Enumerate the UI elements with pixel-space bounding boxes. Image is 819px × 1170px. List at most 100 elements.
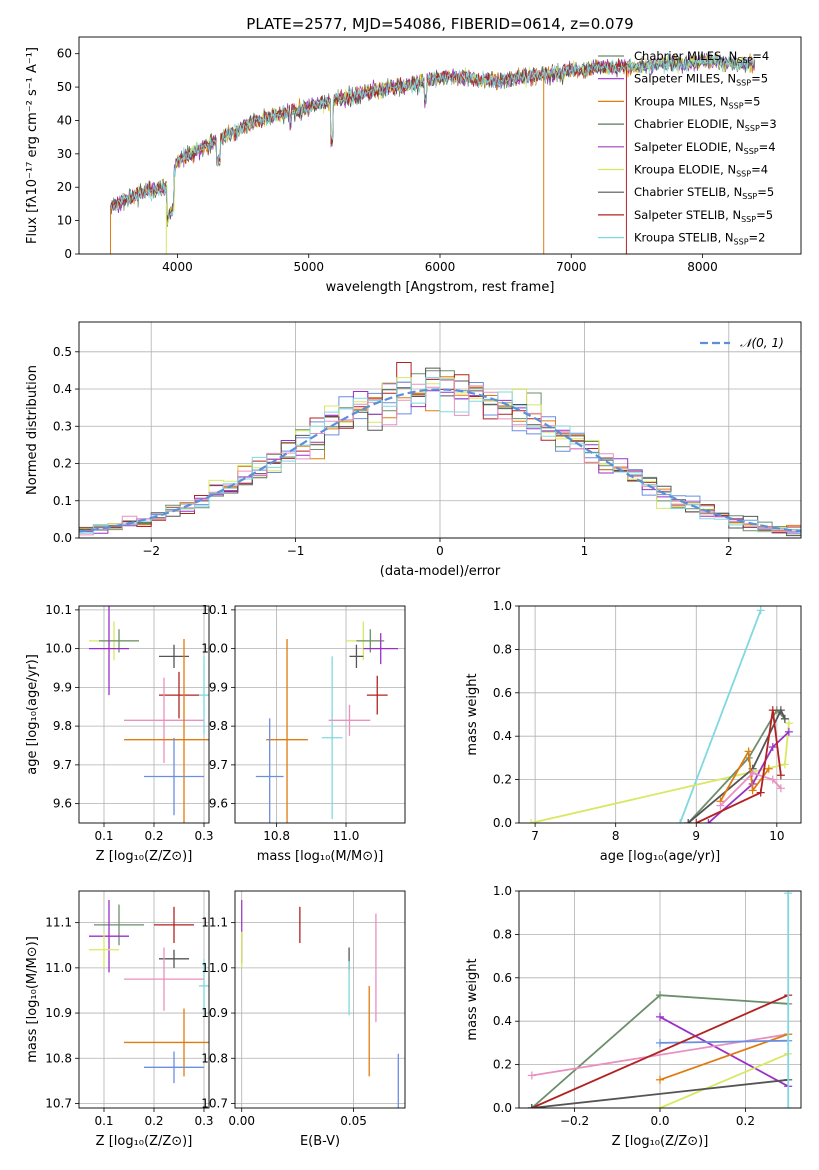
y-tick-label: 0.0 [53, 531, 72, 545]
legend-entry: Chabrier STELIB, NSSP=5 [598, 185, 774, 201]
error-bar-point [124, 947, 204, 1011]
error-bar-point [159, 671, 199, 719]
error-bar-point [199, 958, 209, 1014]
legend-label: Chabrier STELIB, NSSP=5 [634, 185, 774, 201]
y-tick-label: 0.2 [53, 457, 72, 471]
x-tick-label: 0.1 [94, 829, 113, 843]
x-tick-label: 0.3 [194, 1114, 213, 1128]
x-tick-label: 0.2 [144, 829, 163, 843]
legend-label: Kroupa STELIB, NSSP=2 [634, 231, 765, 247]
error-bar-point [144, 1051, 204, 1084]
mass-weight-marker [776, 706, 785, 715]
error-bar-point [144, 737, 204, 816]
error-bar-point [349, 644, 364, 668]
mass-weight-marker [656, 991, 664, 1000]
x-tick-label: 9 [692, 829, 700, 843]
y-tick-label: 50 [57, 80, 72, 94]
y-tick-label: 9.9 [53, 680, 72, 694]
y-tick-label: 0 [64, 247, 72, 261]
axes-frame [518, 605, 802, 824]
mass-weight-marker [676, 819, 685, 823]
x-axis-label: age [log₁₀(age/yr)] [600, 849, 721, 864]
mass-weight-marker [756, 788, 765, 797]
x-tick-label: 0.00 [228, 1114, 255, 1128]
legend-label: Kroupa ELODIE, NSSP=4 [634, 163, 768, 179]
x-axis-label: wavelength [Angstrom, rest frame] [326, 280, 555, 295]
x-axis-label: E(B-V) [300, 1134, 340, 1149]
x-tick-label: 8 [612, 829, 620, 843]
mass-weight-marker [744, 747, 753, 756]
mass-weight-marker [784, 891, 793, 898]
y-tick-label: 11.0 [45, 961, 72, 975]
panel-3: 10.8 11.0 9.6 9.7 9.8 9.9 10.0 10.1 mass [log₁₀(… [201, 603, 406, 864]
mass-weight-line [707, 731, 790, 823]
axes-frame [78, 321, 802, 539]
y-tick-label: 0.4 [493, 729, 512, 743]
x-axis-label: Z [log₁₀(Z/Z⊙)] [96, 849, 193, 864]
mass-weight-line [695, 710, 782, 823]
y-tick-label: 0.0 [493, 816, 512, 830]
axes-frame [78, 36, 802, 255]
y-tick-label: 40 [57, 113, 72, 127]
mass-weight-marker [784, 1104, 793, 1108]
y-tick-label: 0.2 [493, 1058, 512, 1072]
mass-weight-line [687, 708, 786, 823]
mass-weight-line [679, 609, 762, 823]
y-tick-label: 30 [57, 147, 72, 161]
x-tick-label: 0.0 [650, 1114, 669, 1128]
mass-weight-marker [656, 1104, 664, 1108]
plot-area [89, 900, 209, 1084]
plot-area [255, 621, 399, 823]
legend-label: Salpeter ELODIE, NSSP=4 [634, 140, 776, 156]
x-tick-label: 0.2 [736, 1114, 755, 1128]
y-tick-label: 11.0 [201, 961, 228, 975]
panel-2: 0.1 0.2 0.3 9.6 9.7 9.8 9.9 10.0 10.1 Z [log₁₀(Z/… [25, 603, 214, 864]
error-bar-point [94, 904, 144, 946]
y-tick-label: 10.0 [201, 642, 228, 656]
x-tick-label: 5000 [293, 260, 324, 274]
legend-entry: 𝒩(0, 1) [700, 336, 784, 350]
legend-entry: Chabrier ELODIE, NSSP=3 [598, 117, 777, 133]
mass-weight-marker [684, 819, 693, 823]
mass-weight-marker [704, 819, 713, 823]
error-bar-point [366, 675, 388, 715]
mass-weight-marker [776, 771, 785, 780]
error-bar-point [154, 906, 194, 943]
panel-4: 7 8 9 10 0.0 0.2 0.4 0.6 0.8 1.0 age [log₁₀(age/yr… [465, 599, 802, 864]
mass-weight-line [531, 1078, 789, 1108]
error-bar-point [124, 1008, 209, 1077]
panel-7: −0.2 0.0 0.2 0.0 0.2 0.4 0.6 0.8 1.0 Z [log₁₀(Z/Z… [465, 884, 802, 1149]
y-tick-label: 0.4 [493, 1014, 512, 1028]
error-bar-point [124, 677, 204, 763]
y-tick-label: 9.7 [209, 758, 228, 772]
x-tick-label: 7000 [556, 260, 587, 274]
y-axis-label: mass weight [465, 958, 480, 1040]
error-bar-point [321, 656, 343, 820]
plot-area [527, 606, 793, 823]
y-tick-label: 0.5 [53, 345, 72, 359]
x-tick-label: 2 [725, 544, 733, 558]
legend-label: Chabrier ELODIE, NSSP=3 [634, 117, 777, 133]
y-tick-label: 9.9 [209, 680, 228, 694]
mass-weight-line [659, 1016, 789, 1088]
mass-weight-marker [527, 1104, 536, 1108]
error-bar-point [89, 900, 129, 973]
mass-weight-marker [656, 1012, 664, 1021]
spectrum-series [110, 58, 627, 219]
legend-entry: Salpeter ELODIE, NSSP=4 [598, 140, 776, 156]
x-tick-label: 7 [531, 829, 539, 843]
y-tick-label: 10.0 [45, 642, 72, 656]
normal-curve [79, 388, 801, 533]
y-tick-label: 0.3 [53, 419, 72, 433]
x-tick-label: −2 [142, 544, 160, 558]
mass-weight-line [659, 1052, 789, 1108]
x-axis-label: Z [log₁₀(Z/Z⊙)] [612, 1134, 709, 1149]
x-axis-label: Z [log₁₀(Z/Z⊙)] [96, 1134, 193, 1149]
y-tick-label: 10.9 [45, 1006, 72, 1020]
legend-entry: Salpeter MILES, NSSP=5 [598, 72, 768, 88]
panel-6: 0.00 0.05 10.7 10.8 10.9 11.0 11.1 E(B-V) [201, 890, 406, 1149]
panel-5: 0.1 0.2 0.3 10.7 10.8 10.9 11.0 11.1 Z [log₁₀(Z/… [25, 890, 214, 1149]
x-tick-label: 1 [581, 544, 589, 558]
mass-weight-line [719, 748, 770, 802]
y-tick-label: 9.6 [53, 797, 72, 811]
